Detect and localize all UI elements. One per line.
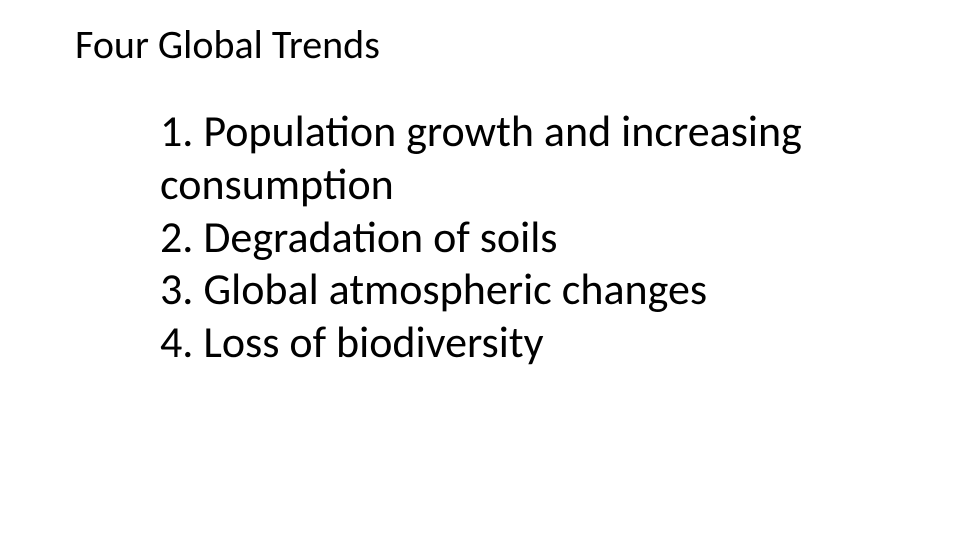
list-item: 3. Global atmospheric changes: [160, 263, 860, 316]
list-item: 4. Loss of biodiversity: [160, 316, 860, 369]
slide-body: 1. Population growth and increasing cons…: [160, 105, 860, 369]
list-item: 1. Population growth and increasing cons…: [160, 105, 860, 211]
slide-title: Four Global Trends: [75, 20, 380, 69]
list-item: 2. Degradation of soils: [160, 211, 860, 264]
slide: Four Global Trends 1. Population growth …: [0, 0, 960, 540]
